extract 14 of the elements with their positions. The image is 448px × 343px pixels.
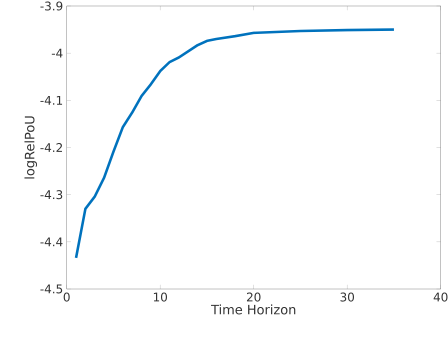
y-axis-title: logRelPoU [24,116,37,179]
x-tick-label: 30 [340,292,354,302]
y-tick-label: -3.9 [40,1,62,11]
x-tick-label: 40 [434,292,448,302]
x-axis-title: Time Horizon [211,304,296,314]
y-tick-label: -4.3 [40,190,62,200]
x-tick-label: 0 [64,292,70,302]
x-tick-label: 10 [154,292,168,302]
x-tick-label: 20 [246,292,261,302]
y-tick-label: -4.1 [40,96,62,105]
y-tick-label: -4.5 [40,284,62,294]
y-tick-label: -4.4 [40,237,63,246]
y-tick-label: -4.2 [40,143,62,152]
y-tick-label: -4 [52,48,63,58]
